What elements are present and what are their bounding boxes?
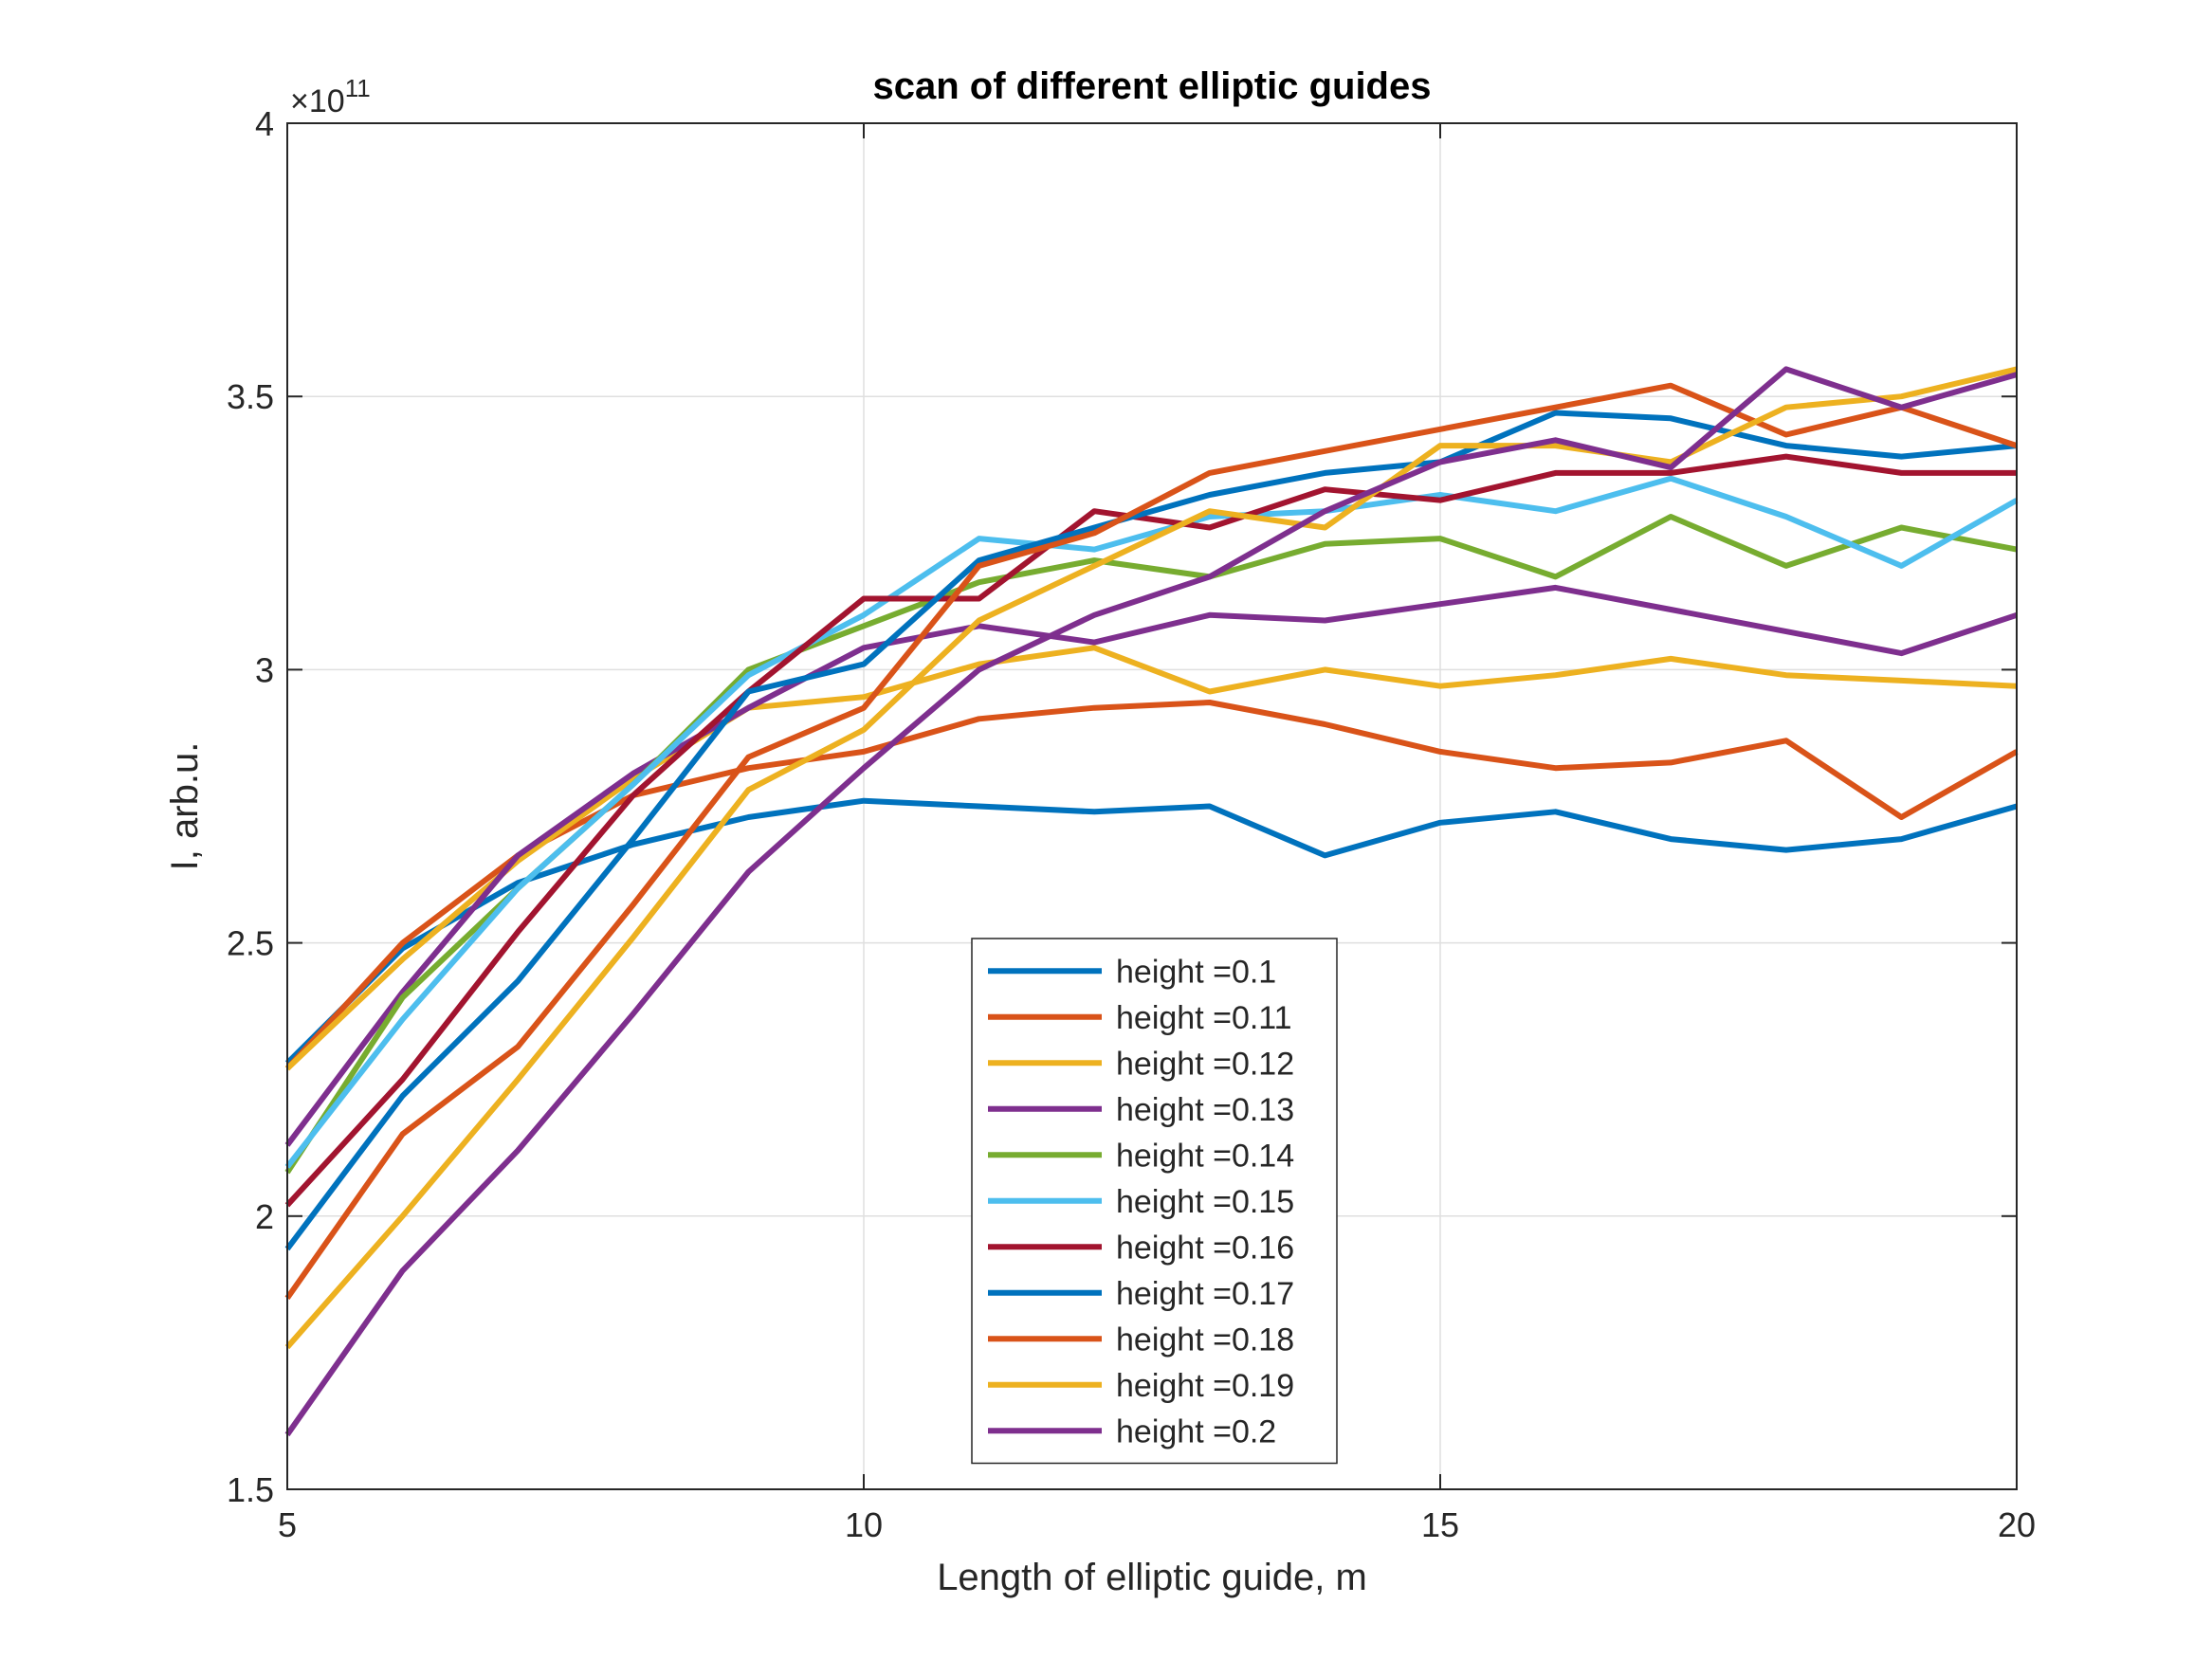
series-line [284,584,2018,1147]
legend-label: height =0.19 [1116,1368,1294,1404]
legend: height =0.1 height =0.11 height =0.12 heigh… [971,938,1338,1465]
chart-title: scan of different elliptic guides [873,65,1432,107]
y-axis-exponent-power: 11 [345,74,371,102]
y-tick-label: 4 [255,104,274,143]
legend-label: height =0.13 [1116,1092,1294,1128]
series-line [284,366,2018,1350]
y-tick-label: 1.5 [227,1470,274,1509]
legend-label: height =0.1 [1116,954,1276,990]
tick-labels: 5 10 15 20 1.5 2 2.5 3 3.5 4 [227,104,2036,1544]
legend-label: height =0.2 [1116,1413,1276,1449]
y-axis-label: I, arb.u. [164,742,206,871]
legend-label: height =0.12 [1116,1046,1294,1082]
x-tick-label: 5 [278,1505,297,1544]
series-line [284,366,2018,1437]
x-tick-label: 10 [845,1505,883,1544]
y-axis-exponent: ×1011 [290,74,371,119]
x-axis-label: Length of elliptic guide, m [937,1557,1367,1598]
y-axis-exponent-base: ×10 [290,83,345,119]
plot-frame [286,122,2018,1490]
y-tick-label: 2.5 [227,924,274,963]
series-line [284,475,2019,1169]
series-line [284,453,2017,1208]
legend-label: height =0.14 [1116,1138,1294,1174]
legend-label: height =0.11 [1116,1000,1292,1036]
legend-label: height =0.17 [1116,1276,1294,1312]
series-line [284,700,2019,1071]
series-line [284,382,2018,1301]
series-layer [284,366,2019,1437]
legend-label: height =0.15 [1116,1184,1294,1220]
series-line [284,645,2018,1071]
y-tick-label: 2 [255,1197,274,1236]
x-tick-label: 15 [1421,1505,1459,1544]
ticks [286,122,2018,1490]
y-tick-label: 3.5 [227,377,274,416]
legend-label: height =0.16 [1116,1230,1294,1266]
x-tick-label: 20 [1998,1505,2036,1544]
y-tick-label: 3 [255,650,274,689]
legend-label: height =0.18 [1116,1322,1294,1358]
